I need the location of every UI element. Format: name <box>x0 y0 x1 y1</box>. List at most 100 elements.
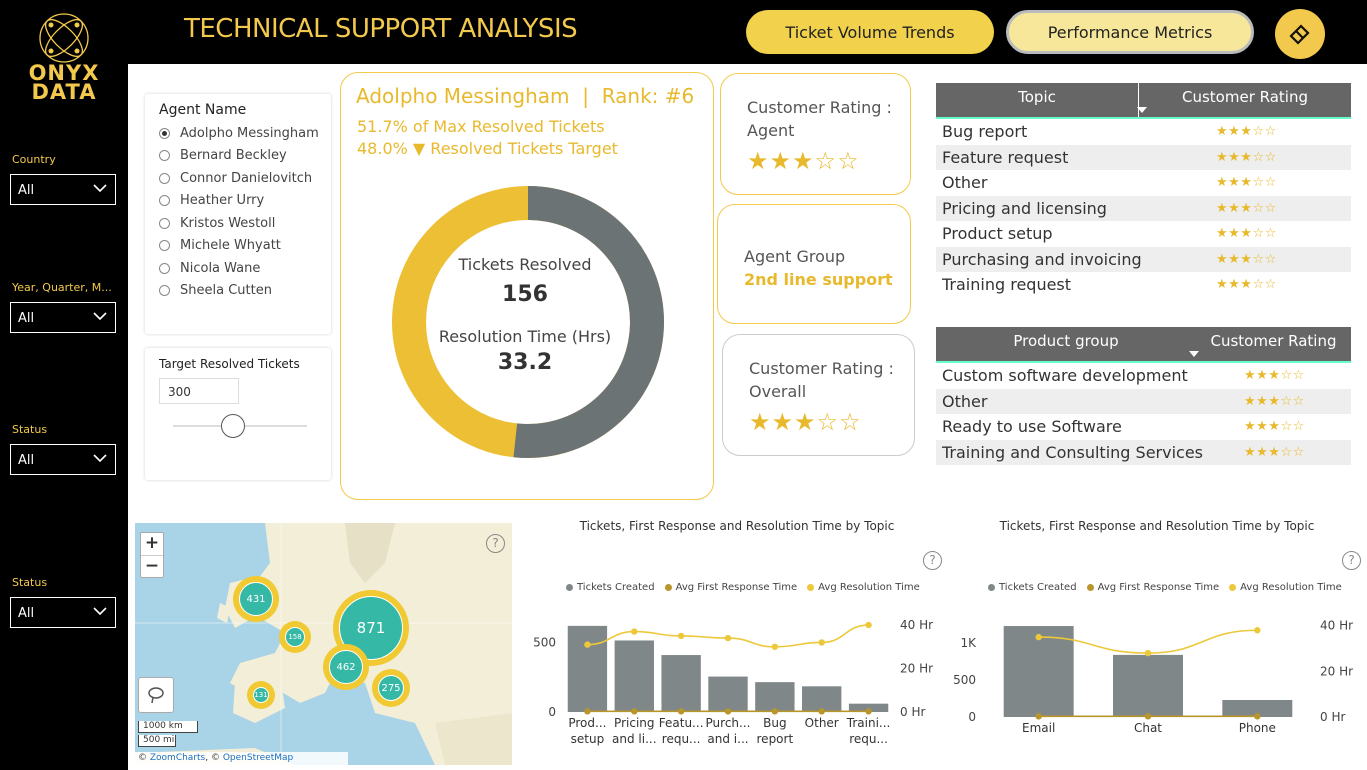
lasso-button[interactable] <box>138 677 174 713</box>
target-slicer: Target Resolved Tickets 300 <box>145 348 331 480</box>
table-row[interactable]: Purchasing and invoicing ★★★☆☆ <box>936 246 1351 272</box>
agent-option[interactable]: Sheela Cutten <box>159 280 331 303</box>
map-cluster[interactable]: 462 <box>323 644 369 690</box>
table-row[interactable]: Other ★★★☆☆ <box>936 388 1351 414</box>
radio-icon[interactable] <box>159 262 170 274</box>
target-slider[interactable] <box>173 414 307 438</box>
y-tick-label: 500 <box>953 673 976 687</box>
row-label: Pricing and licensing <box>942 198 1107 218</box>
table-row[interactable]: Training and Consulting Services ★★★☆☆ <box>936 439 1351 465</box>
first-response-point <box>677 708 685 715</box>
sort-arrow-icon <box>1137 107 1147 113</box>
legend-item[interactable]: Tickets Created <box>988 582 1077 593</box>
radio-icon[interactable] <box>159 172 170 184</box>
logo-text: ONYX DATA <box>28 61 100 104</box>
help-icon[interactable]: ? <box>1342 551 1361 570</box>
legend-item[interactable]: Tickets Created <box>566 582 655 593</box>
table-row[interactable]: Pricing and licensing ★★★☆☆ <box>936 195 1351 221</box>
zoom-in-button[interactable]: + <box>141 533 163 556</box>
map-cluster[interactable]: 158 <box>279 621 311 653</box>
agent-option[interactable]: Bernard Beckley <box>159 145 331 168</box>
help-icon[interactable]: ? <box>486 534 505 553</box>
filter-label-status-2: Status <box>12 576 48 589</box>
y2-tick-label: 40 Hr <box>1320 619 1353 633</box>
radio-icon[interactable] <box>159 285 170 297</box>
legend-item[interactable]: Avg Resolution Time <box>1229 582 1342 593</box>
agent-slicer-title: Agent Name <box>159 102 247 118</box>
radio-icon[interactable] <box>159 195 170 207</box>
resolution-point <box>677 632 685 640</box>
legend-item[interactable]: Avg First Response Time <box>664 582 797 593</box>
first-response-point <box>1144 713 1152 720</box>
ticket-volume-trends-button[interactable]: Ticket Volume Trends <box>746 10 994 54</box>
first-response-point <box>1035 713 1042 720</box>
radio-icon[interactable] <box>159 217 170 229</box>
radio-icon[interactable] <box>159 150 170 162</box>
rating-agent-card: Customer Rating : Agent ★★★☆☆ <box>720 73 911 195</box>
eraser-button[interactable] <box>1275 9 1325 59</box>
table-row[interactable]: Ready to use Software ★★★☆☆ <box>936 414 1351 440</box>
page-title: TECHNICAL SUPPORT ANALYSIS <box>184 14 578 44</box>
tickets-resolved-value: 156 <box>502 282 548 307</box>
agent-group-label: Agent Group <box>744 247 846 266</box>
resolution-time-value: 33.2 <box>497 350 553 375</box>
target-input[interactable]: 300 <box>159 378 239 404</box>
map-cluster[interactable]: 275 <box>372 669 410 707</box>
first-response-point <box>584 708 591 715</box>
resolution-point <box>724 634 732 642</box>
donut-agent-segment <box>513 186 664 458</box>
column-customer-rating[interactable]: Customer Rating <box>1182 88 1308 106</box>
performance-metrics-button[interactable]: Performance Metrics <box>1006 10 1254 54</box>
y-tick-label: 500 <box>533 636 556 650</box>
agent-option[interactable]: Connor Danielovitch <box>159 167 331 190</box>
ticket-map[interactable]: + − ? 1000 km 500 mi © ZoomCharts, © Ope… <box>135 523 512 765</box>
column-product-group[interactable]: Product group <box>936 327 1199 361</box>
row-label: Training request <box>942 275 1072 295</box>
table-row[interactable]: Other ★★★☆☆ <box>936 170 1351 196</box>
radio-icon[interactable] <box>159 127 170 139</box>
agent-option[interactable]: Nicola Wane <box>159 257 331 280</box>
table-row[interactable]: Feature request ★★★☆☆ <box>936 144 1351 170</box>
agent-option-label: Connor Danielovitch <box>180 170 313 186</box>
legend-item[interactable]: Avg First Response Time <box>1086 582 1219 593</box>
slider-handle[interactable] <box>221 414 246 438</box>
resolution-point <box>584 641 591 648</box>
row-label: Feature request <box>942 147 1069 167</box>
cluster-count: 431 <box>239 582 273 616</box>
zoom-out-button[interactable]: − <box>144 556 160 576</box>
radio-icon[interactable] <box>159 240 170 252</box>
zoomcharts-link[interactable]: ZoomCharts <box>149 753 206 763</box>
row-label: Bug report <box>942 122 1028 142</box>
cluster-count: 871 <box>339 596 403 660</box>
y2-tick-label: 40 Hr <box>900 618 933 632</box>
row-rating-stars: ★★★☆☆ <box>1244 368 1305 384</box>
row-label: Other <box>942 173 988 193</box>
x-tick-label: Featu... requ... <box>659 716 704 746</box>
date-dropdown[interactable]: All <box>10 302 116 333</box>
status-dropdown[interactable]: All <box>10 444 116 475</box>
row-rating-stars: ★★★☆☆ <box>1216 251 1277 267</box>
map-cluster[interactable]: 431 <box>233 576 279 622</box>
agent-option[interactable]: Heather Urry <box>159 190 331 213</box>
legend-item[interactable]: Avg Resolution Time <box>807 582 920 593</box>
openstreetmap-link[interactable]: OpenStreetMap <box>222 753 294 763</box>
agent-option[interactable]: Adolpho Messingham <box>159 122 331 145</box>
map-cluster[interactable]: 131 <box>247 681 275 709</box>
table-row[interactable]: Training request ★★★☆☆ <box>936 272 1351 298</box>
table-row[interactable]: Custom software development ★★★☆☆ <box>936 363 1351 389</box>
row-rating-stars: ★★★☆☆ <box>1216 175 1277 191</box>
help-icon[interactable]: ? <box>923 551 942 570</box>
column-topic[interactable]: Topic <box>936 83 1147 117</box>
column-customer-rating[interactable]: Customer Rating <box>1210 332 1337 350</box>
status-dropdown-2[interactable]: All <box>10 597 116 628</box>
table-row[interactable]: Product setup ★★★☆☆ <box>936 221 1351 247</box>
row-label: Ready to use Software <box>942 417 1122 437</box>
resolution-time-label: Resolution Time (Hrs) <box>438 327 612 346</box>
agent-title: Adolpho Messingham | Rank: #6 <box>356 84 695 108</box>
table-row[interactable]: Bug report ★★★☆☆ <box>936 119 1351 145</box>
country-dropdown[interactable]: All <box>10 174 116 205</box>
x-tick-label: Purch... and i... <box>706 716 751 746</box>
agent-option[interactable]: Michele Whyatt <box>159 235 331 258</box>
agent-option[interactable]: Kristos Westoll <box>159 212 331 235</box>
target-slicer-title: Target Resolved Tickets <box>159 357 300 371</box>
